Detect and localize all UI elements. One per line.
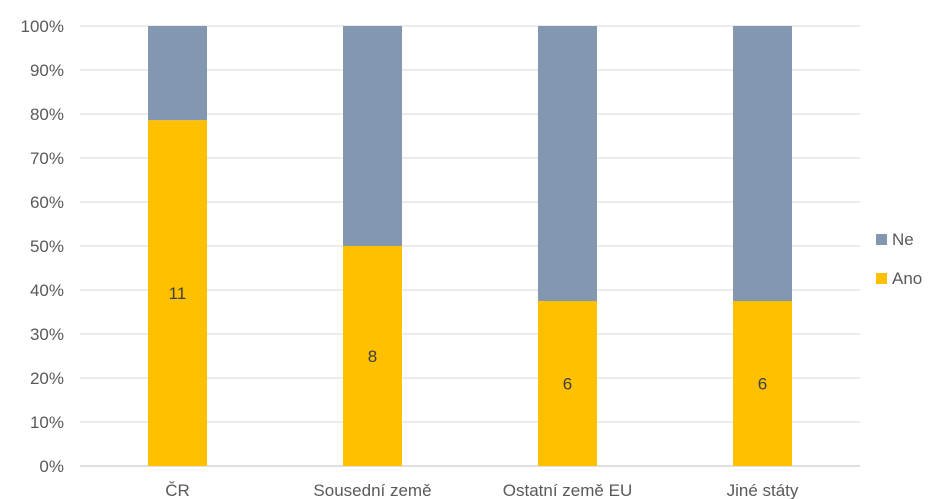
data-label: 6 [758, 375, 767, 394]
bar-ano [148, 120, 207, 466]
legend-label-ne: Ne [892, 230, 914, 249]
x-tick-label: ČR [165, 481, 190, 499]
legend-swatch-ano [876, 273, 887, 284]
bars: 11 8 6 6 [148, 26, 792, 466]
bar-ano [343, 246, 402, 466]
x-tick-label: Jiné státy [727, 481, 799, 499]
y-tick-label: 0% [39, 457, 64, 476]
y-tick-label: 80% [30, 105, 64, 124]
x-tick-label: Sousední země [313, 481, 431, 499]
y-tick-label: 30% [30, 325, 64, 344]
bar-ne [148, 26, 207, 121]
x-axis-ticks: ČR Sousední země Ostatní země EU Jiné státy [165, 481, 799, 499]
bar-ano [733, 301, 792, 466]
y-axis-ticks: 0% 10% 20% 30% 40% 50% 60% 70% 80% 90% 100% [21, 17, 64, 476]
bar-ne [343, 26, 402, 246]
legend-label-ano: Ano [892, 269, 922, 288]
gridlines [80, 25, 860, 467]
data-label: 11 [169, 284, 187, 303]
y-tick-label: 90% [30, 61, 64, 80]
bar-ano [538, 301, 597, 466]
data-label: 6 [563, 375, 572, 394]
bar-ne [538, 26, 597, 301]
bar-ne [733, 26, 792, 301]
data-label: 8 [368, 347, 377, 366]
x-tick-label: Ostatní země EU [503, 481, 632, 499]
legend-swatch-ne [876, 234, 887, 245]
y-tick-label: 10% [30, 413, 64, 432]
y-tick-label: 20% [30, 369, 64, 388]
y-tick-label: 70% [30, 149, 64, 168]
y-tick-label: 40% [30, 281, 64, 300]
y-tick-label: 100% [21, 17, 64, 36]
y-tick-label: 60% [30, 193, 64, 212]
y-tick-label: 50% [30, 237, 64, 256]
legend: Ne Ano [876, 230, 922, 288]
